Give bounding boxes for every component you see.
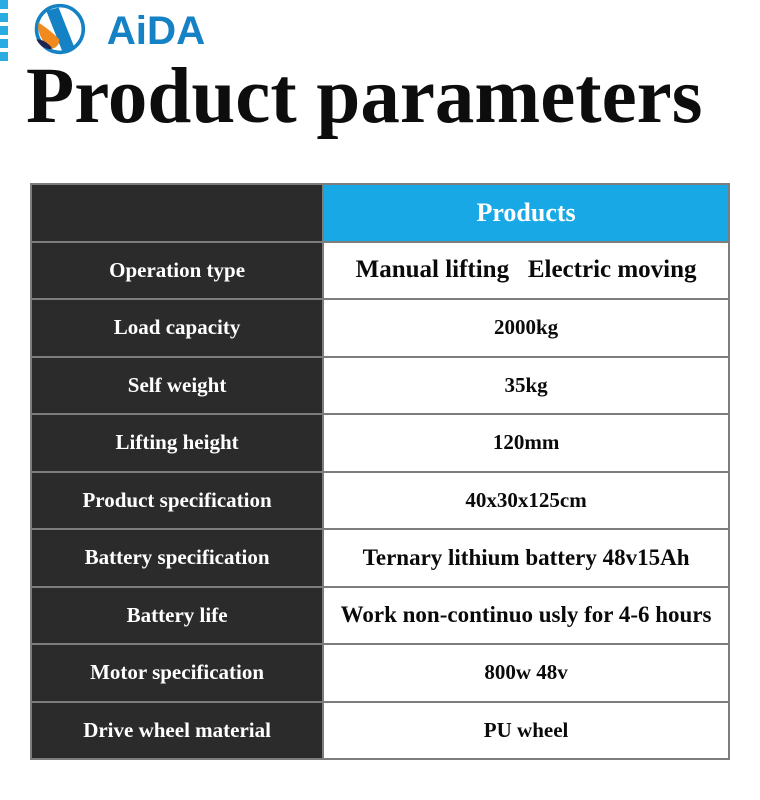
svg-text:AiDA: AiDA <box>107 8 206 53</box>
